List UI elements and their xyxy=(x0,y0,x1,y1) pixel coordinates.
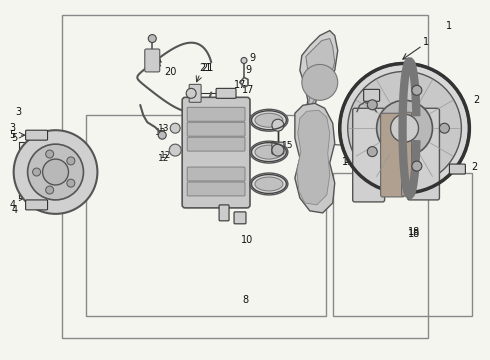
Text: 6: 6 xyxy=(317,137,323,147)
FancyBboxPatch shape xyxy=(219,205,229,221)
Text: 9: 9 xyxy=(245,66,251,76)
Text: 11: 11 xyxy=(189,170,201,180)
Text: 7: 7 xyxy=(355,102,361,112)
Circle shape xyxy=(169,144,181,156)
Text: 14: 14 xyxy=(346,136,359,146)
Ellipse shape xyxy=(255,177,283,191)
FancyBboxPatch shape xyxy=(187,122,245,136)
FancyBboxPatch shape xyxy=(408,108,440,200)
Bar xyxy=(333,173,472,316)
FancyBboxPatch shape xyxy=(182,97,250,208)
Text: 9: 9 xyxy=(249,54,255,63)
Text: 2: 2 xyxy=(473,95,480,105)
Text: 3: 3 xyxy=(16,107,22,117)
Text: 17: 17 xyxy=(242,85,254,95)
Circle shape xyxy=(340,63,469,193)
Text: 13: 13 xyxy=(157,124,169,133)
FancyBboxPatch shape xyxy=(187,137,245,151)
Polygon shape xyxy=(297,110,330,205)
Circle shape xyxy=(368,147,377,157)
Bar xyxy=(62,15,428,338)
Circle shape xyxy=(241,58,247,63)
Polygon shape xyxy=(295,103,335,213)
Text: 12: 12 xyxy=(158,154,169,163)
Ellipse shape xyxy=(250,173,288,195)
Circle shape xyxy=(272,119,284,131)
FancyBboxPatch shape xyxy=(401,112,412,196)
Ellipse shape xyxy=(255,145,283,159)
Text: 15: 15 xyxy=(282,141,294,150)
Circle shape xyxy=(186,88,196,98)
Text: 15: 15 xyxy=(276,148,288,157)
Ellipse shape xyxy=(250,109,288,131)
Text: 6: 6 xyxy=(317,140,323,150)
Text: 14: 14 xyxy=(348,133,361,143)
Text: 16: 16 xyxy=(258,116,270,125)
Text: 8: 8 xyxy=(242,294,248,305)
Text: 19: 19 xyxy=(343,155,356,165)
Circle shape xyxy=(158,131,166,139)
Circle shape xyxy=(440,123,449,133)
Text: 18: 18 xyxy=(408,227,420,237)
Text: 12: 12 xyxy=(160,150,171,159)
FancyBboxPatch shape xyxy=(364,89,380,101)
Text: 7: 7 xyxy=(360,105,366,115)
FancyBboxPatch shape xyxy=(449,164,466,174)
FancyBboxPatch shape xyxy=(234,212,246,224)
FancyBboxPatch shape xyxy=(272,142,284,154)
FancyBboxPatch shape xyxy=(145,49,160,72)
Circle shape xyxy=(67,157,75,165)
Polygon shape xyxy=(300,31,338,132)
FancyBboxPatch shape xyxy=(381,113,405,197)
Text: 21: 21 xyxy=(201,63,213,73)
Text: 3: 3 xyxy=(10,123,16,133)
Text: 10: 10 xyxy=(241,235,253,245)
FancyBboxPatch shape xyxy=(216,88,236,98)
FancyBboxPatch shape xyxy=(353,108,385,202)
Bar xyxy=(86,116,326,316)
Text: 16: 16 xyxy=(259,124,270,133)
Circle shape xyxy=(412,161,422,171)
Text: 4: 4 xyxy=(12,205,18,215)
Text: 13: 13 xyxy=(154,128,166,137)
Ellipse shape xyxy=(250,141,288,163)
FancyBboxPatch shape xyxy=(25,200,48,210)
Circle shape xyxy=(170,123,180,133)
Circle shape xyxy=(43,159,69,185)
FancyBboxPatch shape xyxy=(25,130,48,140)
Circle shape xyxy=(368,100,377,110)
Circle shape xyxy=(46,150,54,158)
FancyBboxPatch shape xyxy=(187,182,245,196)
Circle shape xyxy=(272,144,284,156)
Circle shape xyxy=(377,100,433,156)
Polygon shape xyxy=(306,39,335,128)
Text: 18: 18 xyxy=(408,229,420,239)
Text: 19: 19 xyxy=(342,157,354,167)
Text: 11: 11 xyxy=(191,173,203,183)
Ellipse shape xyxy=(255,113,283,127)
Circle shape xyxy=(14,130,98,214)
Text: 5: 5 xyxy=(12,133,18,143)
FancyBboxPatch shape xyxy=(187,167,245,181)
Text: 1: 1 xyxy=(423,36,430,46)
Text: 20: 20 xyxy=(149,58,161,67)
FancyBboxPatch shape xyxy=(189,84,201,102)
Text: 20: 20 xyxy=(164,67,176,77)
Text: 5: 5 xyxy=(9,130,16,140)
Circle shape xyxy=(302,64,338,100)
Circle shape xyxy=(348,71,462,185)
Circle shape xyxy=(67,179,75,187)
Circle shape xyxy=(33,168,41,176)
Circle shape xyxy=(27,144,83,200)
Text: 17: 17 xyxy=(234,80,246,90)
Text: 4: 4 xyxy=(10,200,16,210)
Text: 21: 21 xyxy=(199,63,211,73)
Circle shape xyxy=(46,186,54,194)
Circle shape xyxy=(148,35,156,42)
Text: 1: 1 xyxy=(446,21,452,31)
FancyBboxPatch shape xyxy=(187,107,245,121)
Circle shape xyxy=(391,114,418,142)
Circle shape xyxy=(412,85,422,95)
Text: 2: 2 xyxy=(471,162,477,172)
